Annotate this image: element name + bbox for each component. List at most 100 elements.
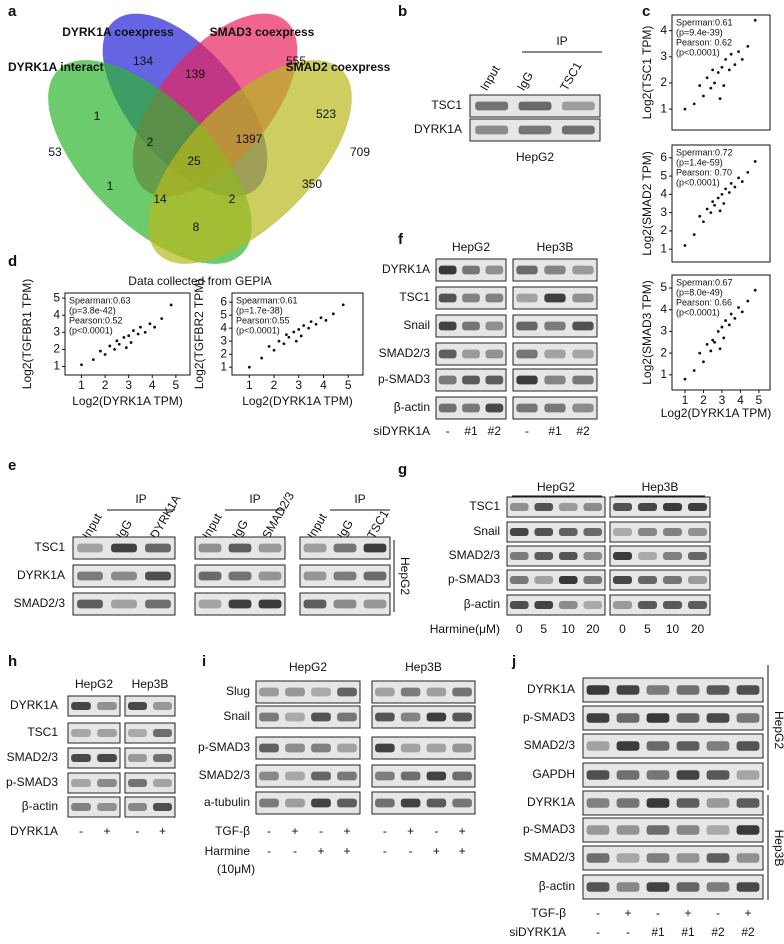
panel-letter: g <box>398 461 407 478</box>
lane-label: - <box>596 906 600 920</box>
lane-label: - <box>267 824 271 838</box>
y-tick-label: 4 <box>220 320 227 334</box>
x-tick-label: 1 <box>78 378 85 392</box>
band <box>462 321 480 331</box>
point <box>80 363 83 367</box>
band <box>77 543 103 553</box>
point <box>284 333 288 337</box>
cell-label: Hep3B <box>537 240 574 254</box>
band <box>333 599 357 609</box>
band <box>534 552 554 560</box>
band <box>613 552 632 560</box>
band <box>303 599 327 609</box>
band <box>646 798 670 808</box>
y-tick-label: 1 <box>660 241 667 255</box>
band <box>586 825 610 835</box>
band <box>516 349 538 359</box>
y-tick-label: 1 <box>660 101 667 115</box>
band <box>400 687 421 697</box>
band <box>518 125 552 135</box>
stat-text: Sperman:0.72 <box>676 147 733 157</box>
point <box>302 324 306 327</box>
band <box>544 265 566 275</box>
band <box>258 599 282 609</box>
lane-label: + <box>684 906 691 920</box>
y-tick-label: 5 <box>220 307 227 321</box>
treatment-label: TGF-β <box>215 824 250 838</box>
band <box>426 771 447 781</box>
lane-label: #1 <box>464 424 478 438</box>
band <box>736 713 760 723</box>
y-tick-label: 4 <box>660 187 667 201</box>
band <box>128 702 147 710</box>
blot <box>435 342 507 366</box>
y-tick-label: 2 <box>220 346 227 360</box>
ip-label: IP <box>354 492 365 506</box>
blot <box>582 762 764 788</box>
y-tick-label: 1 <box>660 367 667 381</box>
point <box>319 316 323 320</box>
stat-text: (p=1.7e-38) <box>236 305 283 315</box>
blot <box>72 592 176 616</box>
plot-frame <box>671 144 771 263</box>
row-label: TSC1 <box>399 290 430 304</box>
point <box>746 299 750 303</box>
y-tick-label: 3 <box>660 205 667 219</box>
region-count: 2 <box>147 135 154 149</box>
point <box>247 365 251 369</box>
blot <box>609 569 711 591</box>
blot <box>582 733 764 759</box>
point <box>314 322 318 326</box>
band <box>375 712 395 722</box>
band <box>485 349 504 359</box>
band <box>572 293 594 303</box>
lane-label: - <box>383 824 387 838</box>
blot <box>371 764 476 788</box>
point <box>683 107 687 111</box>
row-label: Slug <box>226 684 250 698</box>
point <box>705 207 709 211</box>
band <box>259 743 279 753</box>
point <box>716 330 720 333</box>
band <box>586 741 610 751</box>
x-tick-label: 4 <box>149 378 156 392</box>
band <box>586 882 610 892</box>
point <box>720 325 724 329</box>
band <box>583 601 603 609</box>
blot <box>609 594 711 616</box>
blot <box>124 695 176 717</box>
band <box>485 293 504 303</box>
cell-label: HepG2 <box>537 480 575 494</box>
point <box>282 342 286 346</box>
band <box>337 712 357 722</box>
band <box>509 601 529 609</box>
band <box>198 571 222 581</box>
blot <box>255 764 361 788</box>
point <box>740 310 744 314</box>
plot-frame <box>671 274 771 391</box>
plot-frame <box>231 292 364 376</box>
stat-text: Pearson:0.52 <box>69 315 123 325</box>
plot-frame <box>671 14 771 131</box>
row-label: a-tubulin <box>204 795 250 809</box>
lane-label: - <box>525 424 529 438</box>
point <box>720 192 724 196</box>
lane-label: + <box>343 824 350 838</box>
band <box>516 293 538 303</box>
band <box>544 375 566 385</box>
lane-label: 0 <box>619 622 626 636</box>
band <box>613 528 632 536</box>
point <box>98 349 102 353</box>
point <box>722 202 726 205</box>
blot <box>582 790 764 816</box>
lane-label: #1 <box>651 925 665 939</box>
point <box>727 191 731 194</box>
band <box>572 375 594 385</box>
point <box>331 312 335 316</box>
band <box>153 779 172 787</box>
point <box>753 288 757 292</box>
point <box>692 369 696 372</box>
band <box>111 599 137 609</box>
band <box>586 798 610 808</box>
band <box>145 571 171 581</box>
